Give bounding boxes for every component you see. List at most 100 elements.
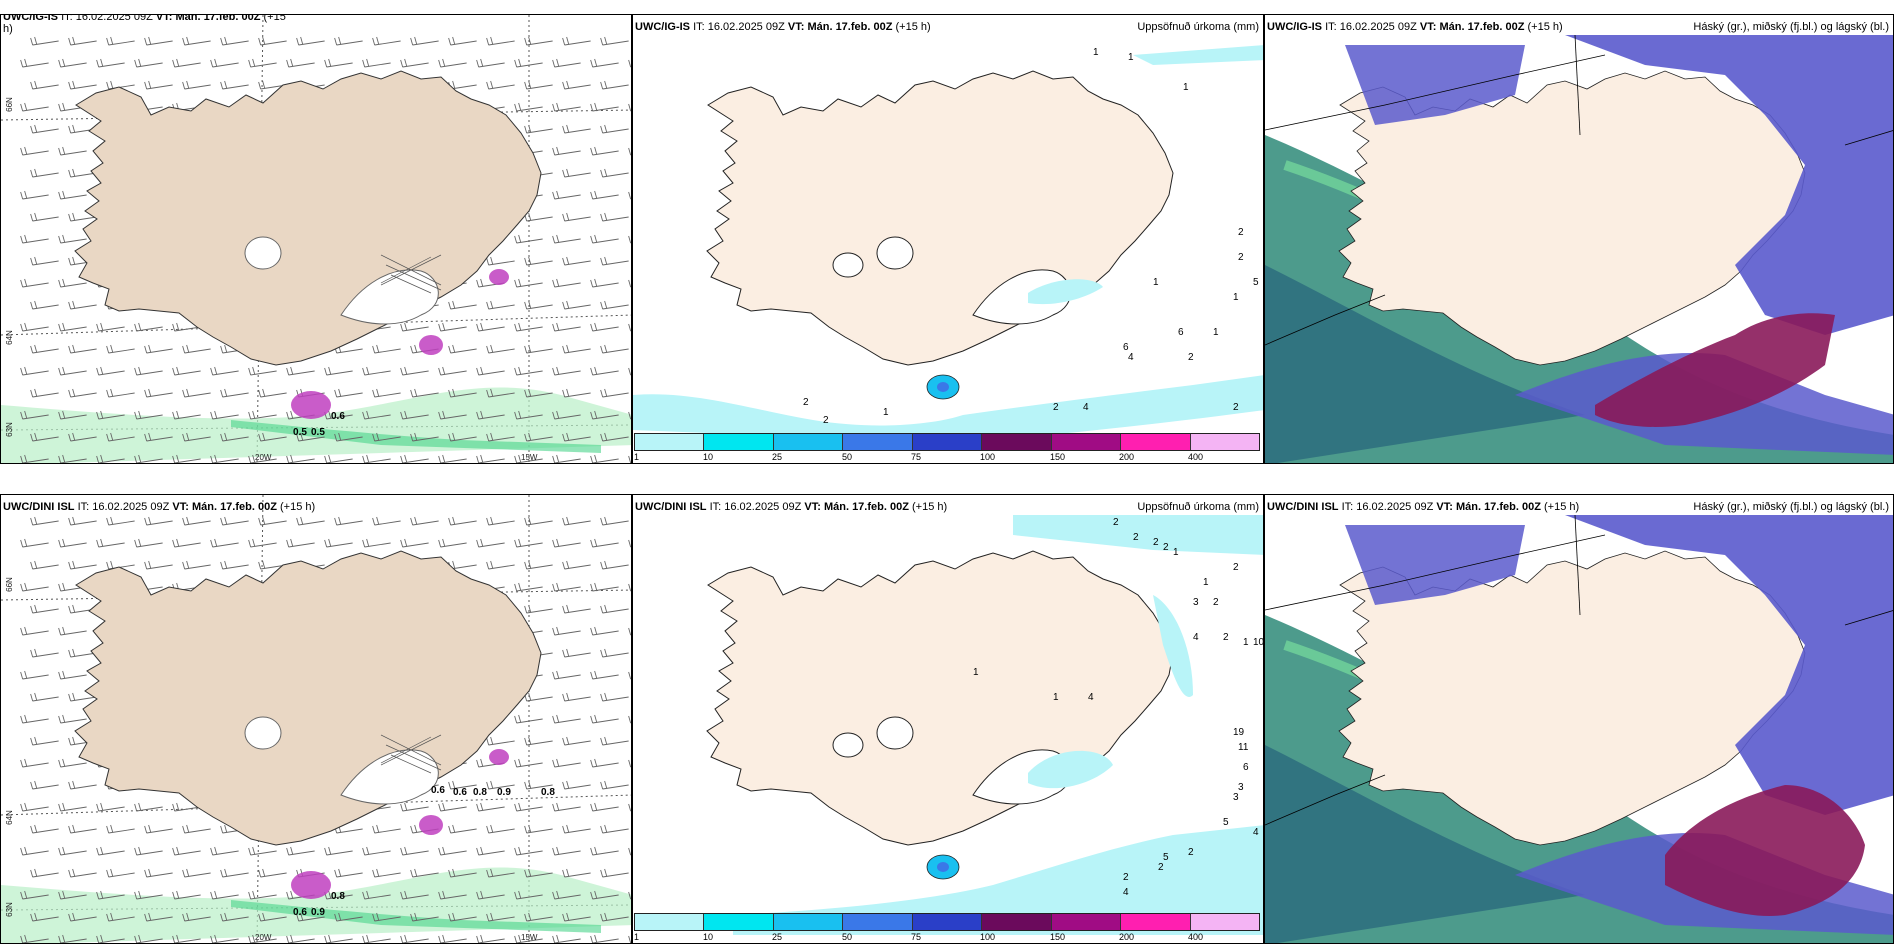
wind-barb <box>438 934 467 943</box>
wind-barb <box>96 58 125 68</box>
wind-barb <box>248 454 277 463</box>
wind-barb <box>562 604 591 614</box>
precip-zone <box>1028 750 1113 789</box>
wind-barb <box>68 648 97 658</box>
precip-value: 2 <box>1213 597 1219 608</box>
wind-barb <box>58 278 87 288</box>
legend-swatch <box>1051 434 1122 450</box>
wind-barb <box>210 366 239 376</box>
precip-peak <box>937 862 949 872</box>
wind-barb <box>562 516 591 526</box>
wind-barb <box>30 432 59 442</box>
precip-value: 1 <box>1183 82 1189 93</box>
wind-barb <box>476 802 505 812</box>
wind-barb <box>476 322 505 332</box>
hatch <box>380 254 442 294</box>
wind-barb <box>476 454 505 463</box>
wind-band <box>231 900 601 933</box>
wind-barb <box>20 366 49 376</box>
precip-value: 2 <box>1123 872 1129 883</box>
wind-barb <box>58 190 87 200</box>
wind-barb <box>600 824 629 834</box>
wind-barb <box>68 168 97 178</box>
wind-barb <box>448 824 477 834</box>
precip-legend-top <box>634 433 1260 451</box>
wind-barb <box>30 868 59 878</box>
wind-barb <box>172 322 201 332</box>
wind-barb <box>20 846 49 856</box>
wind-barb <box>172 802 201 812</box>
precip-value: 2 <box>1233 562 1239 573</box>
wind-barb <box>514 410 543 420</box>
wind-barb <box>106 432 135 442</box>
wind-barb <box>476 846 505 856</box>
wind-barb <box>144 912 173 922</box>
wind-barb <box>448 432 477 442</box>
wind-barb <box>58 366 87 376</box>
wind-barb <box>144 432 173 442</box>
wind-barb <box>524 256 553 266</box>
wind-barb <box>258 516 287 526</box>
wind-barb <box>210 846 239 856</box>
wind-barb <box>248 538 277 548</box>
wind-barb <box>400 934 429 943</box>
wind-barb <box>514 454 543 463</box>
wind-barb <box>628 583 631 592</box>
wind-barb <box>68 868 97 878</box>
wind-barb <box>20 670 49 680</box>
wind-barb <box>590 410 619 420</box>
precip-value: 4 <box>1128 352 1134 363</box>
wind-barb <box>600 912 629 922</box>
wind-barb <box>144 560 173 570</box>
legend-swatch <box>1121 914 1191 930</box>
lat-label: 63N <box>4 902 14 917</box>
wind-barb <box>372 824 401 834</box>
land <box>1338 70 1806 366</box>
cloud-map <box>1265 495 1893 943</box>
wind-barb <box>144 516 173 526</box>
cloud-panel-top: UWC/IG-IS IT: 16.02.2025 09Z VT: Mán. 17… <box>1264 14 1894 464</box>
wind-barb <box>68 780 97 790</box>
precip-value: 2 <box>1238 227 1244 238</box>
wind-barb <box>448 780 477 790</box>
grid-line <box>1265 294 1386 346</box>
wind-barb <box>96 322 125 332</box>
wind-barb <box>486 780 515 790</box>
wind-barb <box>590 190 619 200</box>
wind-barb <box>628 539 631 548</box>
wind-barb <box>552 846 581 856</box>
wind-barb <box>144 388 173 398</box>
precip-map: 2222112232132421105913121141911633522245… <box>706 515 1263 935</box>
wind-barb <box>362 538 391 548</box>
wind-barb <box>562 692 591 702</box>
wind-barb <box>438 802 467 812</box>
wind-barb <box>220 516 249 526</box>
cloud-mid <box>1565 35 1893 335</box>
wind-barb <box>58 802 87 812</box>
wind-barb <box>96 538 125 548</box>
wind-barb <box>248 366 277 376</box>
wind-barb <box>590 626 619 636</box>
wind-barb <box>30 912 59 922</box>
wind-barb <box>58 890 87 900</box>
legend-ticks-top: 1 10 25 50 75 100 150 200 400 <box>634 452 1260 464</box>
wind-barb <box>562 388 591 398</box>
wind-barb <box>334 868 363 878</box>
value-label: 0.8 <box>473 787 487 798</box>
panel-header: UWC/DINI ISL IT: 16.02.2025 09Z VT: Mán.… <box>1267 501 1580 513</box>
lat-label: 66N <box>4 97 14 112</box>
precip-value: 2 <box>1238 252 1244 263</box>
wind-barb <box>68 824 97 834</box>
wind-barb <box>182 432 211 442</box>
wind-barb <box>30 388 59 398</box>
wind-barb <box>524 560 553 570</box>
precip-value: 1 <box>1053 692 1059 703</box>
legend-tick: 50 <box>842 452 853 462</box>
wind-barb <box>134 934 163 943</box>
wind-barb <box>296 432 325 442</box>
wind-barb <box>628 891 631 900</box>
wind-barb <box>552 890 581 900</box>
wind-barb <box>134 58 163 68</box>
wind-barb <box>552 410 581 420</box>
wind-barb <box>600 604 629 614</box>
